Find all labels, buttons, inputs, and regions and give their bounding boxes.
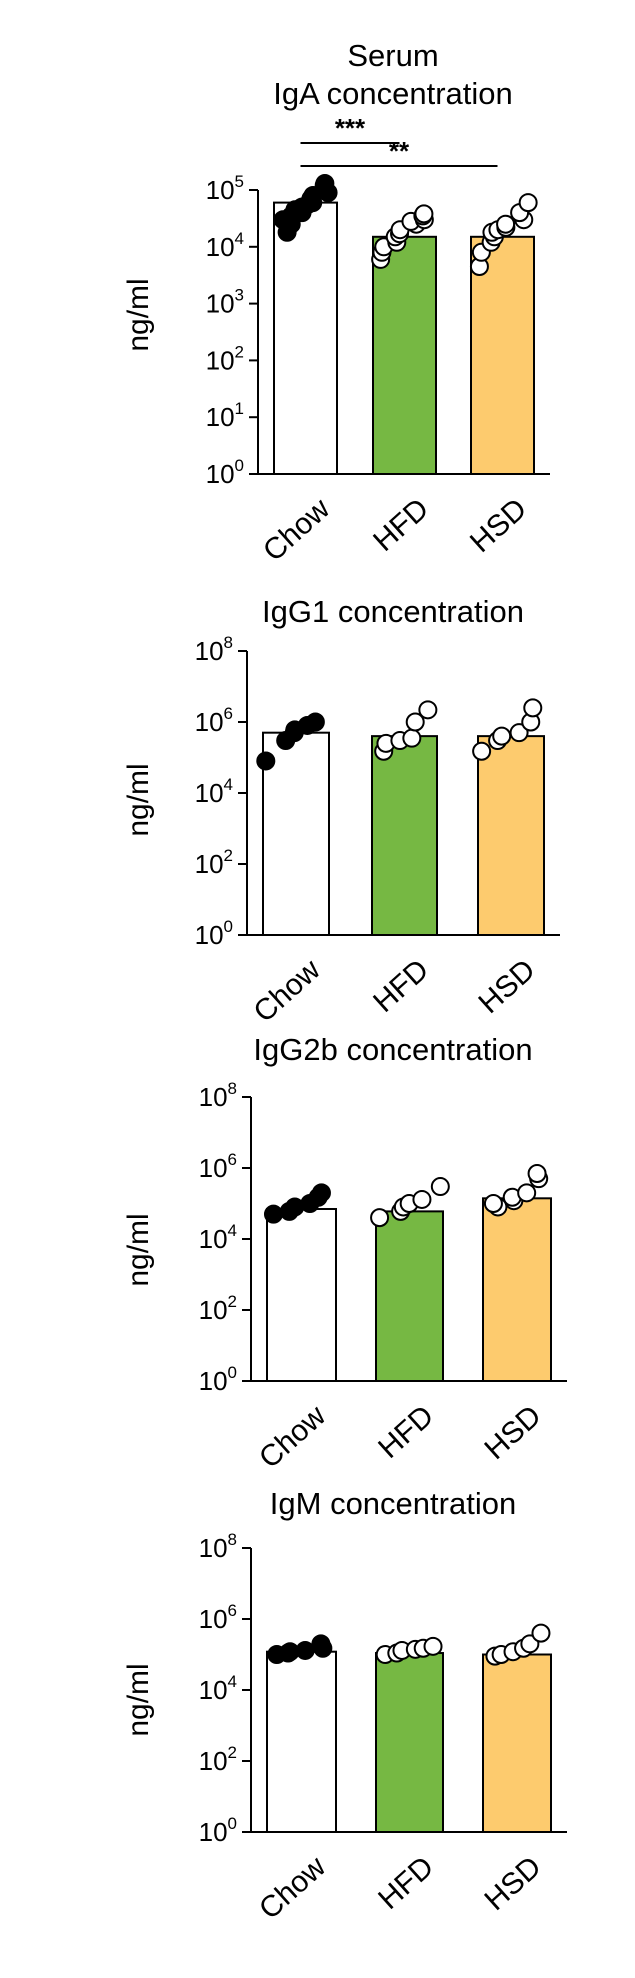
data-point: [483, 1194, 503, 1213]
data-point: [315, 174, 335, 194]
y-tick-label: 104: [199, 1221, 237, 1254]
panel-igg1: IgG1 concentration ng/ml 100 102 104 106 108…: [122, 594, 560, 1029]
significance-label: ***: [335, 113, 366, 143]
y-tick-label: 100: [199, 1814, 237, 1847]
x-tick-label: HFD: [367, 953, 435, 1019]
igg2b-plot: 100 102 104 106 108 Chow HFD HSD: [199, 1079, 567, 1475]
data-point: [517, 1183, 537, 1203]
x-tick-label: HFD: [372, 1850, 440, 1916]
data-point: [418, 700, 438, 720]
panel-title: IgA concentration: [273, 76, 513, 111]
igg1-plot: 100 102 104 106 108 Chow HFD HSD: [195, 633, 560, 1029]
data-point: [405, 712, 425, 732]
y-tick-label: 106: [199, 1601, 237, 1634]
panel-igm: IgM concentration ng/ml 100 102 104 106 108 C…: [122, 1486, 567, 1926]
data-point: [370, 1208, 390, 1228]
x-tick-label: HSD: [464, 492, 533, 559]
bar-hsd: [470, 235, 535, 475]
panel-iga: IgA concentration ng/ml 100 101 102 103 104 1…: [122, 76, 550, 568]
y-tick-label: 102: [199, 1743, 237, 1776]
y-tick-label: 106: [199, 1150, 237, 1183]
x-tick-label: Chow: [253, 1850, 332, 1926]
panel-igg2b: IgG2b concentration ng/ml 10010210410610…: [122, 1032, 567, 1475]
y-tick-label: 100: [195, 917, 233, 950]
data-point: [311, 1634, 331, 1654]
x-tick-label: Chow: [257, 492, 336, 568]
y-tick-label: 108: [199, 1530, 237, 1563]
data-point: [518, 193, 538, 213]
y-tick-label: 106: [195, 704, 233, 737]
data-point: [423, 1636, 443, 1656]
x-tick-label: HFD: [367, 492, 435, 558]
data-point: [295, 1640, 315, 1660]
y-axis-label: ng/ml: [122, 1663, 155, 1736]
x-tick-label: HSD: [478, 1399, 547, 1466]
y-tick-label: 102: [195, 846, 233, 879]
y-tick-label: 100: [206, 456, 244, 489]
y-axis-label: ng/ml: [122, 278, 155, 351]
bar-hfd: [371, 735, 438, 937]
bar-hsd: [482, 1197, 552, 1383]
figure-title: Serum: [347, 38, 438, 73]
data-point: [509, 723, 529, 743]
y-tick-label: 100: [199, 1363, 237, 1396]
data-point: [496, 214, 516, 234]
x-tick-label: Chow: [253, 1399, 332, 1475]
y-tick-label: 104: [206, 229, 244, 262]
data-point: [430, 1177, 450, 1197]
x-tick-label: Chow: [248, 953, 327, 1029]
bar-chow: [266, 1207, 337, 1382]
data-point: [527, 1163, 547, 1183]
data-point: [492, 726, 512, 746]
y-tick-label: 102: [199, 1292, 237, 1325]
bar-chow: [266, 1650, 337, 1834]
y-tick-label: 108: [195, 633, 233, 666]
data-point: [305, 712, 325, 732]
x-tick-label: HSD: [478, 1850, 547, 1917]
igm-plot: 100 102 104 106 108 Chow HFD HSD: [199, 1530, 567, 1926]
y-tick-label: 103: [206, 286, 244, 319]
data-point: [402, 728, 422, 748]
bar-hfd: [375, 1652, 444, 1833]
data-point: [412, 1189, 432, 1209]
bar-hfd: [375, 1210, 444, 1382]
data-point: [263, 1204, 283, 1224]
data-point: [523, 698, 543, 718]
data-point: [472, 741, 492, 761]
y-tick-label: 105: [206, 172, 244, 205]
y-tick-label: 101: [206, 399, 244, 432]
y-tick-label: 102: [206, 342, 244, 375]
y-tick-label: 108: [199, 1079, 237, 1112]
y-axis-label: ng/ml: [122, 1213, 155, 1286]
bar-hfd: [372, 235, 437, 475]
data-point: [311, 1183, 331, 1203]
bar-hsd: [477, 735, 545, 937]
bar-hsd: [482, 1653, 552, 1833]
data-point: [531, 1623, 551, 1643]
y-tick-label: 104: [199, 1672, 237, 1705]
bar-chow: [262, 731, 330, 937]
significance-label: **: [389, 136, 410, 166]
y-axis-label: ng/ml: [122, 763, 155, 836]
panel-title: IgG1 concentration: [262, 594, 524, 629]
panel-title: IgG2b concentration: [253, 1032, 532, 1067]
x-tick-label: HSD: [472, 953, 541, 1020]
bar-chow: [273, 201, 338, 475]
data-point: [256, 751, 276, 771]
panel-title: IgM concentration: [270, 1486, 516, 1521]
data-point: [414, 204, 434, 224]
x-tick-label: HFD: [372, 1399, 440, 1465]
y-tick-label: 104: [195, 775, 233, 808]
